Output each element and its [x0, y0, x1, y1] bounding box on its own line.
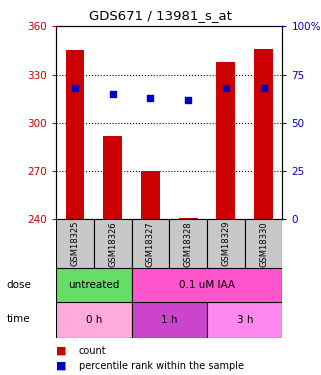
Text: GSM18327: GSM18327 — [146, 221, 155, 267]
Bar — [56, 302, 132, 338]
Text: GSM18325: GSM18325 — [71, 221, 80, 267]
Point — [148, 95, 153, 101]
Bar — [245, 219, 282, 268]
Text: ■: ■ — [56, 346, 67, 355]
Bar — [141, 171, 160, 219]
Text: 0 h: 0 h — [86, 315, 102, 325]
Bar — [179, 218, 198, 219]
Bar — [132, 268, 282, 302]
Text: 1 h: 1 h — [161, 315, 178, 325]
Text: 0.1 uM IAA: 0.1 uM IAA — [179, 280, 235, 290]
Text: GSM18330: GSM18330 — [259, 221, 268, 267]
Bar — [56, 268, 132, 302]
Text: GSM18326: GSM18326 — [108, 221, 117, 267]
Point — [110, 91, 115, 97]
Point — [223, 85, 229, 91]
Text: GDS671 / 13981_s_at: GDS671 / 13981_s_at — [89, 9, 232, 22]
Bar — [94, 219, 132, 268]
Text: count: count — [79, 346, 106, 355]
Text: GSM18328: GSM18328 — [184, 221, 193, 267]
Text: ■: ■ — [56, 361, 67, 370]
Bar — [207, 219, 245, 268]
Point — [73, 85, 78, 91]
Bar — [132, 219, 169, 268]
Bar — [207, 302, 282, 338]
Text: percentile rank within the sample: percentile rank within the sample — [79, 361, 244, 370]
Bar — [65, 50, 84, 219]
Text: untreated: untreated — [68, 280, 120, 290]
Bar — [56, 219, 94, 268]
Point — [261, 85, 266, 91]
Text: dose: dose — [6, 280, 31, 290]
Text: GSM18329: GSM18329 — [221, 221, 230, 267]
Bar — [216, 62, 235, 219]
Bar — [254, 49, 273, 219]
Point — [186, 97, 191, 103]
Text: time: time — [6, 315, 30, 324]
Bar — [169, 219, 207, 268]
Text: 3 h: 3 h — [237, 315, 253, 325]
Bar — [132, 302, 207, 338]
Bar — [103, 136, 122, 219]
